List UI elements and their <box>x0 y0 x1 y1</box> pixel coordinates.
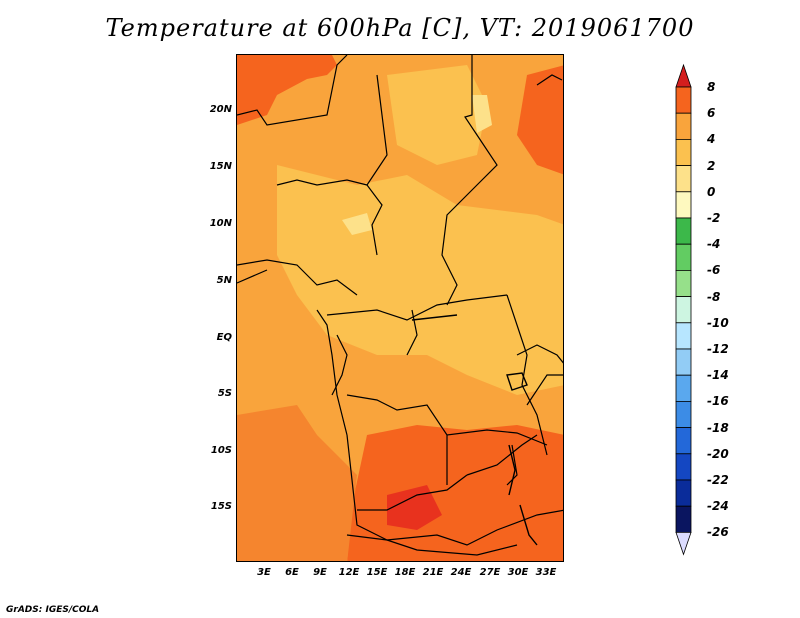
map-panel <box>236 54 564 562</box>
colorbar-label: -12 <box>707 342 729 356</box>
colorbar-segment <box>675 138 692 166</box>
colorbar-segment <box>675 112 692 140</box>
colorbar-segment <box>675 269 692 297</box>
colorbar-label: -24 <box>707 499 729 514</box>
colorbar-label: 4 <box>707 132 716 147</box>
colorbar-label: -8 <box>707 289 721 304</box>
warm-region-northwest <box>237 55 337 125</box>
colorbar-label: -18 <box>707 420 729 435</box>
colorbar-label: -10 <box>707 315 729 330</box>
colorbar-segment <box>675 165 692 193</box>
colorbar-segment <box>675 243 692 271</box>
colorbar-segment <box>675 427 692 455</box>
lat-label: 10S <box>210 445 232 456</box>
colorbar-label: -4 <box>707 237 721 252</box>
colorbar-segment <box>675 217 692 245</box>
lon-label: 6E <box>285 567 299 578</box>
lat-label: 15S <box>210 501 232 512</box>
lon-label: 15E <box>366 567 388 578</box>
lon-label: 27E <box>479 567 501 578</box>
colorbar-segment <box>675 322 692 350</box>
colorbar-segment <box>675 86 692 114</box>
lat-label: EQ <box>216 332 232 343</box>
lat-label: 5S <box>217 388 232 399</box>
lakes <box>411 314 538 546</box>
lon-label: 24E <box>450 567 472 578</box>
colorbar-top-arrow <box>675 63 692 88</box>
colorbar-label: -16 <box>707 394 729 409</box>
country-borders <box>237 55 563 556</box>
temperature-field <box>237 55 563 561</box>
colorbar-segment <box>675 479 692 507</box>
colorbar-label: -14 <box>707 368 729 383</box>
lon-label: 18E <box>394 567 416 578</box>
colorbar-label: -2 <box>707 211 721 225</box>
map-title: Temperature at 600hPa [C], VT: 201906170… <box>105 14 695 42</box>
warm-region-northeast <box>517 65 563 175</box>
lon-label: 21E <box>422 567 444 578</box>
colorbar-label: -6 <box>707 263 721 278</box>
cool-patch-nigeria <box>342 213 372 235</box>
lon-label: 33E <box>535 567 557 578</box>
lon-label: 30E <box>507 567 529 578</box>
warm-region-southwest <box>237 405 357 561</box>
colorbar-segment <box>675 453 692 481</box>
lon-label: 9E <box>313 567 327 578</box>
cooler-region-sahara <box>387 65 487 165</box>
cooler-region-central <box>277 165 563 395</box>
colorbar-bottom-arrow <box>675 532 692 556</box>
colorbar-label: -26 <box>707 525 729 540</box>
lat-label: 10N <box>209 218 232 229</box>
colorbar-label: 0 <box>707 184 716 199</box>
colorbar-label: 2 <box>707 158 716 173</box>
colorbar-segment <box>675 400 692 428</box>
hot-core-south <box>387 485 442 530</box>
colorbar-segment <box>675 191 692 219</box>
colorbar-label: 6 <box>707 106 716 121</box>
colorbar-segment <box>675 348 692 376</box>
colorbar-segment <box>675 505 692 533</box>
lat-label: 15N <box>209 161 232 172</box>
lon-label: 12E <box>338 567 360 578</box>
colorbar-segment <box>675 296 692 324</box>
colorbar-label: -22 <box>707 473 729 487</box>
lat-label: 5N <box>216 275 232 286</box>
lon-label: 3E <box>257 567 271 578</box>
colorbar-segment <box>675 374 692 402</box>
cool-patch-libya <box>472 95 492 133</box>
colorbar-label: 8 <box>707 80 716 94</box>
lat-label: 20N <box>209 104 232 115</box>
credit-text: GrADS: IGES/COLA <box>6 605 100 615</box>
colorbar-label: -20 <box>707 446 729 461</box>
